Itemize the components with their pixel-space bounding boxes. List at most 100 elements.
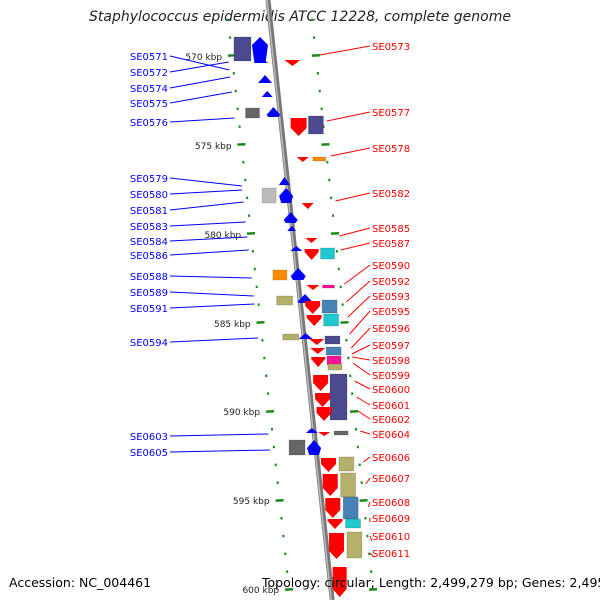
feature-box — [340, 472, 357, 498]
label-leader-line — [169, 303, 255, 309]
label-leader-line — [169, 189, 243, 195]
feature-box — [333, 430, 349, 436]
gene-label-se0609: SE0609 — [372, 514, 410, 525]
feature-box — [245, 107, 261, 119]
feature-box — [329, 373, 348, 421]
label-leader-line — [357, 410, 371, 420]
reverse-gene-arrow — [290, 118, 307, 136]
reverse-gene-arrow — [311, 357, 326, 367]
gene-label-se0593: SE0593 — [372, 292, 410, 303]
gene-label-se0573: SE0573 — [372, 42, 410, 53]
gene-label-se0608: SE0608 — [372, 498, 410, 509]
label-leader-line — [359, 430, 371, 435]
gene-label-se0595: SE0595 — [372, 307, 410, 318]
gene-label-se0586: SE0586 — [130, 251, 168, 262]
feature-box — [338, 456, 355, 472]
label-leader-line — [365, 477, 371, 485]
label-leader-line — [352, 362, 371, 376]
feature-box — [327, 363, 343, 371]
gene-label-se0583: SE0583 — [130, 222, 168, 233]
label-leader-line — [369, 552, 374, 558]
label-leader-line — [350, 327, 371, 349]
gene-label-se0584: SE0584 — [130, 237, 168, 248]
gene-label-se0611: SE0611 — [372, 549, 410, 560]
reverse-gene-arrow — [301, 203, 314, 209]
gene-label-se0577: SE0577 — [372, 108, 410, 119]
label-leader-line — [169, 291, 254, 297]
gene-label-se0576: SE0576 — [130, 118, 168, 129]
gene-label-se0592: SE0592 — [372, 277, 410, 288]
gene-label-se0606: SE0606 — [372, 453, 410, 464]
forward-gene-arrow — [298, 333, 313, 339]
reverse-gene-arrow — [322, 474, 338, 496]
label-leader-line — [319, 45, 371, 56]
label-leader-line — [369, 535, 373, 542]
gene-label-se0591: SE0591 — [130, 304, 168, 315]
label-leader-line — [169, 55, 230, 71]
forward-gene-arrow — [307, 440, 322, 455]
topology-text: Topology: circular; Length: 2,499,279 bp… — [262, 575, 600, 590]
forward-gene-arrow — [261, 91, 273, 97]
label-leader-line — [344, 264, 371, 285]
ruler-label: 585 kbp — [214, 320, 251, 330]
gene-label-se0578: SE0578 — [372, 144, 410, 155]
label-leader-line — [363, 456, 371, 463]
feature-box — [324, 335, 341, 345]
feature-box — [307, 115, 324, 135]
gene-label-se0571: SE0571 — [130, 52, 168, 63]
reverse-gene-arrow — [325, 498, 341, 518]
gene-label-se0602: SE0602 — [372, 415, 410, 426]
reverse-gene-arrow — [329, 533, 345, 559]
backbone-highlight — [266, 0, 332, 600]
reverse-gene-arrow — [284, 60, 301, 66]
label-leader-line — [169, 91, 232, 104]
reverse-gene-arrow — [304, 249, 319, 260]
feature-box — [325, 346, 342, 356]
label-leader-line — [169, 76, 231, 89]
reverse-gene-arrow — [306, 285, 320, 290]
ruler-label: 595 kbp — [233, 497, 270, 507]
label-leader-line — [330, 147, 371, 157]
gene-label-se0603: SE0603 — [130, 432, 168, 443]
label-leader-line — [169, 249, 249, 256]
feature-box — [321, 284, 335, 289]
feature-box — [282, 333, 300, 341]
reverse-gene-arrow — [315, 393, 331, 407]
forward-gene-arrow — [290, 246, 303, 251]
reverse-gene-arrow — [306, 315, 322, 326]
feature-box — [288, 439, 306, 456]
forward-gene-arrow — [297, 294, 313, 303]
label-leader-line — [356, 396, 371, 406]
map-title: Staphylococcus epidermidis ATCC 12228, c… — [88, 9, 511, 25]
forward-gene-arrow — [305, 428, 318, 433]
label-leader-line — [367, 501, 371, 508]
gene-label-se0605: SE0605 — [130, 448, 168, 459]
label-leader-line — [349, 310, 371, 335]
label-leader-line — [352, 356, 371, 361]
gene-label-se0589: SE0589 — [130, 288, 168, 299]
label-leader-line — [354, 380, 371, 390]
feature-box — [276, 295, 294, 306]
label-leader-line — [169, 117, 235, 123]
gene-label-se0579: SE0579 — [130, 174, 168, 185]
ruler-label: 600 kbp — [242, 586, 279, 596]
reverse-gene-arrow — [309, 339, 325, 345]
forward-gene-arrow — [287, 226, 297, 231]
label-leader-line — [351, 344, 371, 355]
forward-gene-arrow — [278, 177, 290, 185]
feature-box — [261, 187, 277, 204]
reverse-gene-arrow — [316, 407, 332, 421]
ruler-label: 570 kbp — [185, 53, 222, 63]
gene-label-se0587: SE0587 — [372, 239, 410, 250]
feature-box — [342, 496, 359, 520]
feature-box — [233, 36, 252, 62]
feature-box — [346, 531, 363, 559]
gene-label-se0585: SE0585 — [372, 224, 410, 235]
label-leader-line — [169, 433, 269, 437]
label-leader-line — [169, 61, 229, 73]
reverse-gene-arrow — [318, 432, 331, 436]
gene-label-se0610: SE0610 — [372, 532, 410, 543]
label-leader-line — [169, 221, 246, 227]
